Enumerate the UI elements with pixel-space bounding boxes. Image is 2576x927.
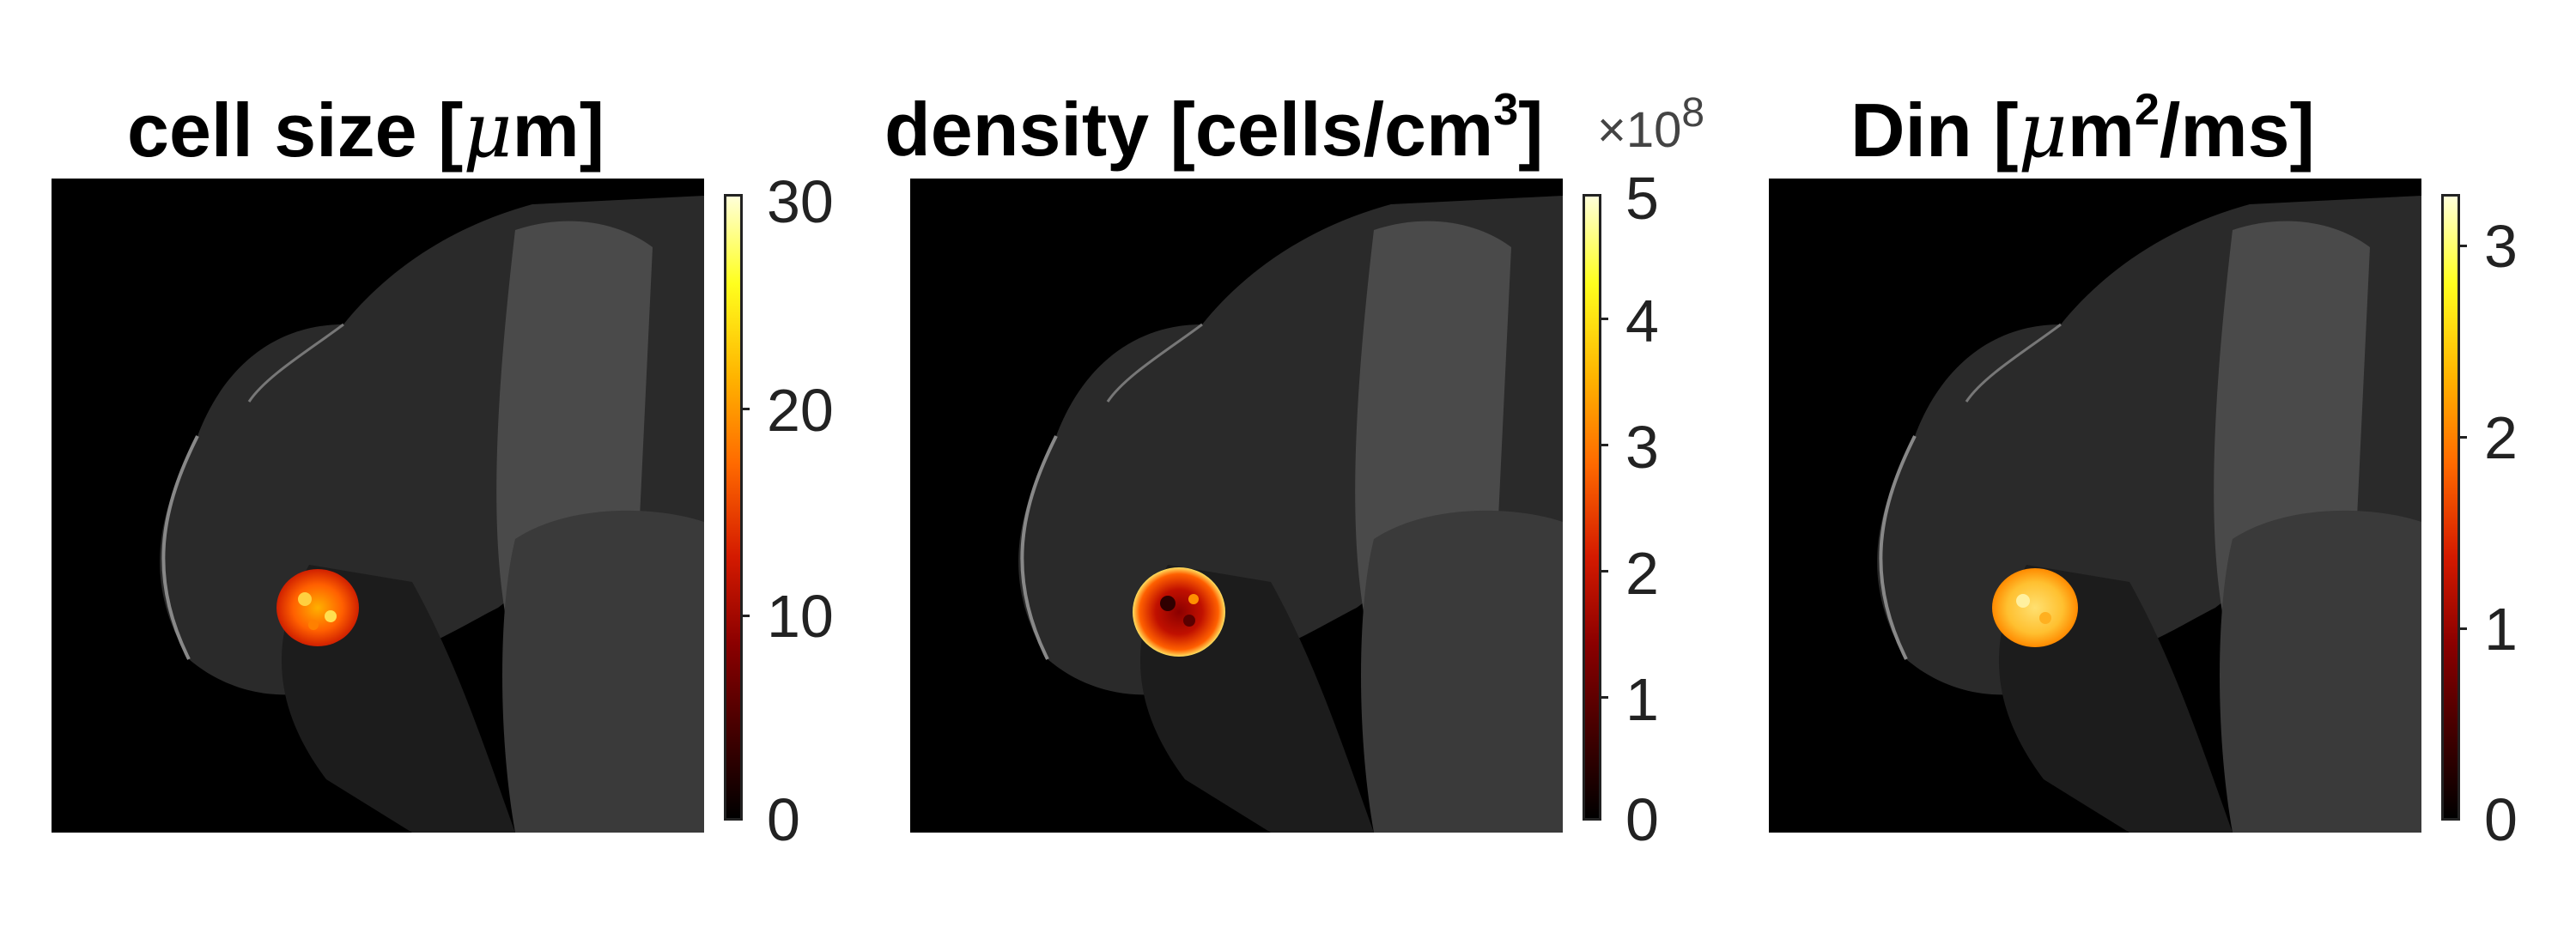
title-close: /ms]	[2159, 88, 2315, 173]
colorbar-tickmark	[1601, 570, 1608, 573]
title-superscript: 3	[1493, 85, 1519, 135]
colorbar-tick: 1	[2484, 596, 2518, 663]
colorbar-tickmark	[2460, 245, 2467, 247]
lesion-overlay	[276, 569, 359, 646]
colorbar-tickmark	[743, 408, 750, 410]
colorbar-tickmark	[1601, 318, 1608, 320]
colorbar-tick: 3	[1625, 414, 1659, 481]
mri-scan-graphic	[910, 179, 1563, 833]
colorbar-tick: 0	[2484, 786, 2518, 853]
title-symbol: μ	[463, 86, 513, 174]
colorbar-tickmark	[743, 615, 750, 617]
colorbar-multiplier: ×108	[1597, 90, 1704, 159]
colorbar-tick: 2	[2484, 404, 2518, 471]
colorbar-tick: 3	[2484, 213, 2518, 280]
colorbar	[1583, 194, 1601, 821]
colorbar-tick: 2	[1625, 540, 1659, 607]
panel-density: density [cells/cm3] ×108	[859, 0, 1717, 927]
colorbar-tick: 0	[767, 786, 800, 853]
title-unit: m	[2067, 88, 2135, 173]
colorbar-tick: 20	[767, 377, 834, 444]
multiplier-exponent: 8	[1681, 90, 1705, 136]
colorbar-tickmark	[2460, 436, 2467, 439]
title-text: cell size [	[127, 88, 464, 173]
colorbar	[724, 194, 743, 821]
title-text: Din [	[1850, 88, 2019, 173]
panel-din: Din [μm2/ms] 3 2 1 0	[1717, 0, 2576, 927]
colorbar-tickmark	[2460, 627, 2467, 630]
colorbar-tick: 10	[767, 583, 834, 650]
mri-scan-graphic	[1769, 179, 2421, 833]
panel-title: cell size [μm]	[127, 86, 605, 174]
panel-cell-size: cell size [μm] 30 20 10	[0, 0, 859, 927]
colorbar-tickmark	[1601, 444, 1608, 446]
panel-title: Din [μm2/ms]	[1850, 85, 2315, 174]
title-symbol: μ	[2018, 86, 2068, 174]
mri-image	[910, 179, 1563, 833]
colorbar-tick: 30	[767, 168, 834, 235]
title-close: ]	[1518, 87, 1544, 172]
colorbar-tick: 1	[1625, 666, 1659, 733]
colorbar-tick: 0	[1625, 786, 1659, 853]
title-text: density [cells/cm	[884, 87, 1494, 172]
title-unit: m	[512, 88, 580, 173]
mri-image	[52, 179, 704, 833]
panel-title: density [cells/cm3]	[884, 85, 1544, 173]
mri-scan-graphic	[52, 179, 704, 833]
colorbar-tickmark	[1601, 696, 1608, 699]
colorbar	[2441, 194, 2460, 821]
colorbar-tick: 5	[1625, 165, 1659, 232]
title-close: ]	[579, 88, 605, 173]
lesion-overlay	[1992, 568, 2078, 647]
mri-image	[1769, 179, 2421, 833]
multiplier-base: ×10	[1597, 102, 1682, 158]
colorbar-tick: 4	[1625, 288, 1659, 354]
title-superscript: 2	[2134, 85, 2160, 135]
lesion-overlay	[1133, 567, 1225, 657]
